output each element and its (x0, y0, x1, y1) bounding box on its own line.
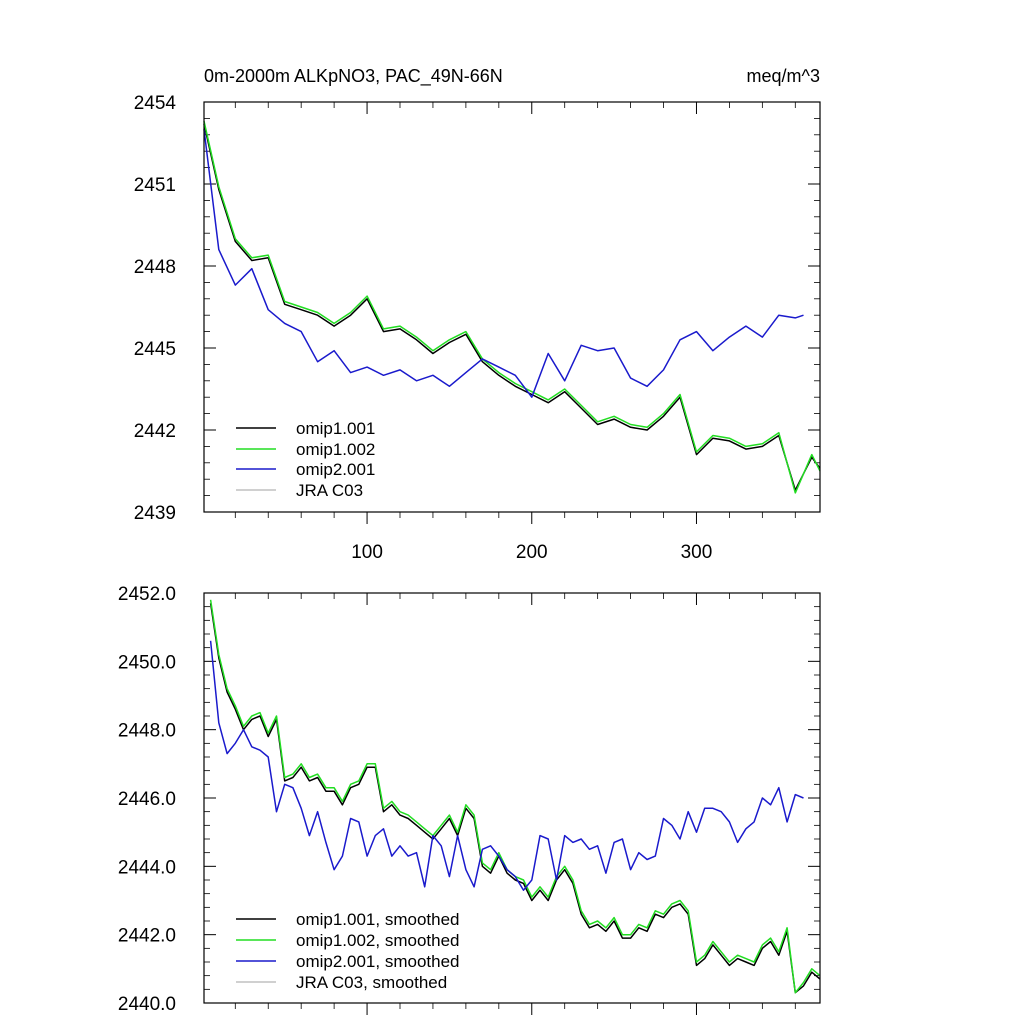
series-line-omip1-001 (203, 123, 821, 491)
legend-1-0-label: omip1.001, smoothed (296, 910, 460, 929)
y-tick-label: 2446.0 (118, 789, 176, 810)
y-tick-label: 2450.0 (118, 652, 176, 673)
series-line-omip2-001 (203, 129, 804, 398)
y-tick-label: 2448.0 (118, 721, 176, 742)
y-tick-label: 2448 (134, 257, 176, 278)
bottom-panel-frame (203, 592, 821, 1004)
legend-0-1-label: omip1.002 (296, 440, 375, 459)
series-line-omip1-001-smoothed (209, 603, 821, 994)
y-tick-label: 2439 (134, 503, 176, 524)
legend-1-3-label: JRA C03, smoothed (296, 973, 447, 992)
x-tick-label: 100 (351, 542, 383, 563)
top-panel-lines (203, 120, 821, 494)
chart-title: 0m-2000m ALKpNO3, PAC_49N-66N (204, 66, 503, 87)
bottom-panel-ticks (204, 592, 820, 1015)
y-tick-label: 2454 (134, 93, 177, 114)
legend-0-3-label: JRA C03 (296, 481, 363, 500)
bottom-panel: 2440.0 2442.0 2444.0 2446.0 2448.0 2450.0 2452… (118, 584, 821, 1015)
y-tick-label: 2445 (134, 339, 176, 360)
bottom-panel-tick-labels: 2440.0 2442.0 2444.0 2446.0 2448.0 2450.0 2452… (118, 584, 176, 1015)
series-line-omip1-002 (203, 120, 821, 494)
top-legend: omip1.001 omip1.002 omip2.001 JRA C03 (236, 419, 375, 500)
y-tick-label: 2442 (134, 421, 176, 442)
series-line-omip2-001-smoothed (209, 640, 804, 891)
y-tick-label: 2440.0 (118, 994, 176, 1015)
bottom-legend: omip1.001, smoothed omip1.002, smoothed … (236, 910, 460, 992)
top-panel: 2439 2442 2445 2448 2451 2454 100 200 300 omip1.… (134, 93, 821, 563)
y-tick-label: 2444.0 (118, 857, 176, 878)
y-tick-label: 2451 (134, 175, 176, 196)
legend-0-2-label: omip2.001 (296, 460, 375, 479)
bottom-panel-lines (209, 599, 821, 994)
legend-1-2-label: omip2.001, smoothed (296, 952, 460, 971)
y-tick-label: 2452.0 (118, 584, 176, 605)
y-tick-label: 2442.0 (118, 926, 176, 947)
units-label: meq/m^3 (747, 66, 820, 86)
top-panel-frame (203, 101, 821, 513)
x-tick-label: 300 (681, 542, 713, 563)
legend-0-0-label: omip1.001 (296, 419, 375, 438)
top-panel-tick-labels: 2439 2442 2445 2448 2451 2454 100 200 300 (134, 93, 713, 563)
legend-1-1-label: omip1.002, smoothed (296, 931, 460, 950)
x-tick-label: 200 (516, 542, 548, 563)
